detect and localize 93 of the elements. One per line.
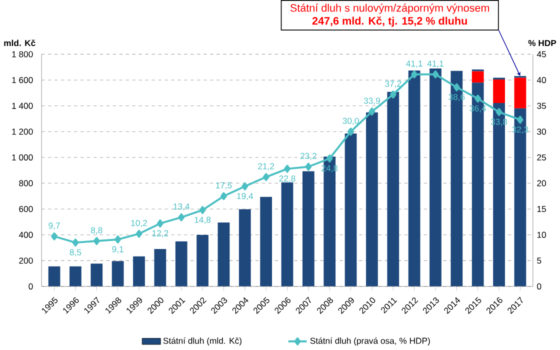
bar	[218, 222, 230, 287]
data-label: 9,1	[112, 246, 124, 254]
bar	[514, 108, 526, 287]
bar	[154, 249, 166, 287]
point	[199, 206, 206, 214]
text: 247,6 mld. Kč, tj. 15,2 % dluhu	[312, 16, 467, 27]
data-label: 41,1	[406, 60, 422, 68]
point	[326, 154, 333, 163]
data-label: 8,5	[70, 249, 82, 257]
point	[474, 94, 482, 103]
bar	[324, 156, 336, 287]
bar	[133, 256, 145, 287]
y2-tick-label: 10	[537, 232, 546, 238]
point	[178, 213, 185, 222]
data-label: 13,4	[174, 204, 190, 211]
bar	[493, 103, 505, 287]
y-tick-label: 400	[18, 232, 33, 238]
data-label: 21,2	[258, 163, 274, 171]
text: Státní dluh s nulovým/záporným výnosem	[290, 4, 490, 14]
data-label: 19,4	[237, 193, 254, 200]
data-label: 41,1	[427, 60, 444, 68]
point	[72, 238, 79, 247]
point	[453, 83, 460, 92]
y-tick-label: 1 600	[12, 77, 33, 84]
y2-tick-label: 45	[536, 51, 546, 58]
y2-tick-label: 40	[536, 77, 546, 84]
bar	[260, 197, 272, 287]
data-label: 10,2	[131, 220, 147, 228]
bar	[430, 68, 442, 287]
data-label: 23,2	[300, 153, 316, 160]
point	[496, 108, 502, 116]
y2-tick-label: 5	[537, 258, 542, 264]
y-axis-title: mld. Kč	[4, 40, 36, 46]
y2-tick-label: 25	[537, 154, 546, 161]
data-label: 12,2	[152, 230, 168, 238]
y2-tick-label: 30	[537, 128, 546, 135]
y-tick-label: 1 800	[12, 51, 33, 58]
bar	[366, 112, 378, 287]
bar	[472, 71, 484, 83]
point	[432, 70, 439, 79]
y-tick-label: 1 400	[12, 102, 33, 110]
bar	[112, 261, 124, 287]
y2-tick-label: 35	[537, 102, 546, 110]
y2-tick-label: 15	[537, 206, 546, 212]
legend-label: Státní dluh (mld. Kč)	[163, 338, 242, 346]
bar	[514, 78, 526, 109]
bar	[70, 266, 82, 287]
y-tick-label: 200	[19, 258, 33, 264]
bar	[408, 70, 420, 287]
bar	[493, 80, 505, 104]
data-label: 22,8	[279, 176, 296, 183]
point	[516, 116, 524, 124]
point	[51, 232, 58, 241]
point	[156, 220, 164, 228]
data-label: 37,2	[385, 80, 402, 88]
bar	[90, 264, 103, 287]
data-label: 14,8	[194, 216, 211, 224]
point	[411, 70, 418, 79]
bar	[238, 209, 251, 287]
y-tick-label: 1 000	[12, 154, 33, 161]
bar	[281, 182, 294, 287]
point	[242, 182, 248, 190]
point	[368, 108, 376, 116]
bar	[196, 234, 208, 287]
point	[93, 237, 100, 246]
data-label: 9,7	[48, 222, 60, 230]
y2-tick-label: 20	[537, 180, 546, 186]
y-tick-label: 800	[19, 180, 33, 186]
point	[136, 230, 142, 238]
point	[390, 90, 396, 99]
y2-tick-label: 0	[537, 284, 542, 290]
data-label: 8,8	[91, 227, 102, 234]
point	[262, 173, 270, 182]
y-tick-label: 0	[28, 284, 33, 290]
point	[348, 128, 354, 136]
bar	[344, 134, 357, 287]
point	[220, 192, 227, 200]
y-tick-label: 1 200	[12, 128, 33, 135]
bar	[450, 71, 463, 287]
data-label: 33,9	[364, 98, 380, 105]
data-label: 17,5	[216, 182, 232, 190]
y2-axis-title: % HDP	[528, 40, 556, 46]
bar	[472, 82, 484, 287]
point	[284, 164, 290, 173]
bar	[387, 92, 400, 287]
legend-label: Státní dluh (pravá osa, % HDP)	[310, 338, 430, 346]
bar	[48, 266, 60, 287]
bar	[302, 171, 314, 287]
y-tick-label: 600	[19, 206, 33, 212]
point	[305, 162, 312, 171]
bar	[175, 242, 188, 287]
data-label: 30,0	[342, 118, 359, 126]
point	[114, 236, 122, 244]
